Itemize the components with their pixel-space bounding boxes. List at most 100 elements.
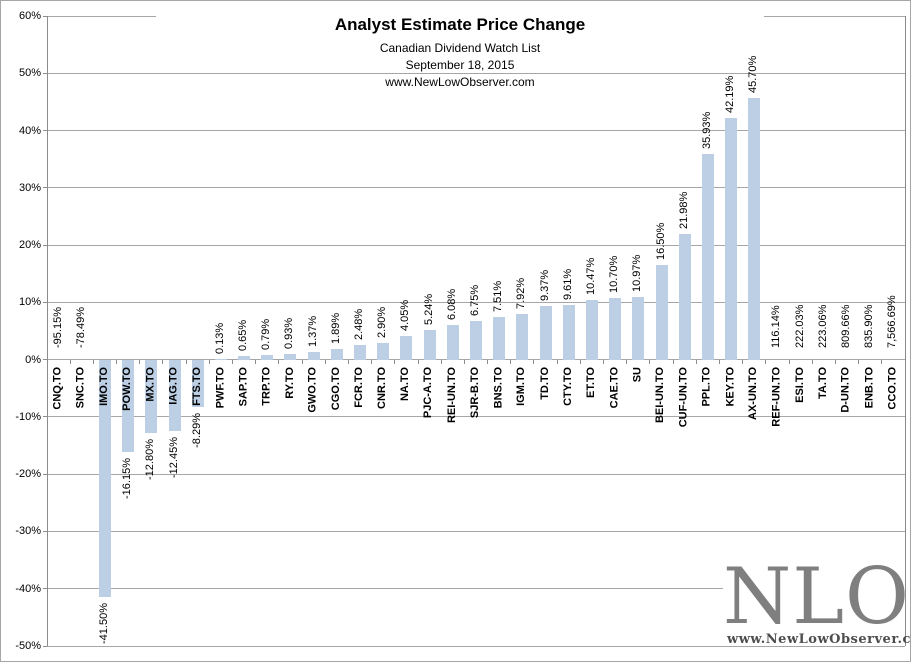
chart-title-block: Analyst Estimate Price Change Canadian D… xyxy=(156,13,764,89)
value-label: 6.08% xyxy=(445,288,458,320)
y-axis-tick xyxy=(43,359,47,361)
value-label: 16.50% xyxy=(654,222,667,261)
bar xyxy=(330,348,343,360)
category-tick xyxy=(742,359,744,364)
value-label: 2.48% xyxy=(353,309,366,341)
value-label: -16.15% xyxy=(121,458,134,500)
logo-website: www.NewLowObserver.com xyxy=(727,632,911,647)
ticker-label: IMO.TO xyxy=(97,366,110,406)
category-tick xyxy=(185,359,187,364)
value-label: 835.90% xyxy=(863,304,876,348)
category-tick xyxy=(371,359,373,364)
value-label: -12.45% xyxy=(167,436,180,478)
y-axis-tick xyxy=(43,530,47,532)
bar xyxy=(748,97,761,360)
ticker-label: TA.TO xyxy=(816,366,829,399)
bar xyxy=(516,314,529,360)
ticker-label: CCO.TO xyxy=(886,366,899,410)
y-axis-tick xyxy=(43,416,47,418)
ticker-label: TRP.TO xyxy=(260,366,273,406)
bar xyxy=(423,329,436,360)
ticker-label: REF-UN.TO xyxy=(770,366,783,427)
value-label: 0.65% xyxy=(237,319,250,351)
ticker-label: KEY.TO xyxy=(724,366,737,407)
bar xyxy=(678,233,691,360)
bar xyxy=(400,336,413,360)
value-label: 7,566.69% xyxy=(886,295,899,348)
category-tick xyxy=(487,359,489,364)
y-axis-label: 10% xyxy=(18,296,41,309)
bar xyxy=(725,118,738,360)
ticker-label: BNS.TO xyxy=(492,366,505,408)
ticker-label: IGM.TO xyxy=(515,366,528,406)
category-tick xyxy=(208,359,210,364)
y-axis-label: -10% xyxy=(15,410,41,423)
y-axis-label: 20% xyxy=(18,239,41,252)
value-label: -78.49% xyxy=(74,306,87,348)
value-label: 6.75% xyxy=(469,284,481,316)
bar xyxy=(145,359,158,433)
category-tick xyxy=(278,359,280,364)
ticker-label: GWO.TO xyxy=(306,366,319,413)
bar xyxy=(307,351,320,360)
bar xyxy=(377,343,390,360)
category-tick xyxy=(440,359,442,364)
bar xyxy=(701,153,714,360)
y-axis-tick xyxy=(43,72,47,74)
value-label: -8.29% xyxy=(190,413,203,448)
category-tick xyxy=(162,359,164,364)
bar xyxy=(354,345,367,360)
y-axis-tick xyxy=(43,15,47,17)
value-label: 809.66% xyxy=(840,304,853,348)
value-label: 10.70% xyxy=(608,256,621,294)
bar xyxy=(98,359,111,598)
value-label: 0.13% xyxy=(213,322,226,354)
ticker-label: PPL.TO xyxy=(700,366,713,407)
ticker-label: CGO.TO xyxy=(329,366,342,410)
gridline xyxy=(47,473,905,475)
ticker-label: BEI-UN.TO xyxy=(654,366,667,423)
value-label: 0.79% xyxy=(260,318,273,351)
ticker-label: POW.TO xyxy=(121,366,134,411)
category-tick xyxy=(649,359,651,364)
ticker-label: CNQ.TO xyxy=(51,366,64,410)
ticker-label: D-UN.TO xyxy=(840,366,853,413)
gridline xyxy=(47,530,905,532)
value-label: 222.03% xyxy=(793,304,806,348)
value-label: 4.05% xyxy=(399,300,412,332)
ticker-label: CAE.TO xyxy=(608,366,621,408)
gridline xyxy=(47,244,905,246)
chart-date: September 18, 2015 xyxy=(405,58,515,72)
category-tick xyxy=(881,359,883,364)
y-axis-tick xyxy=(43,301,47,303)
category-tick xyxy=(858,359,860,364)
gridline xyxy=(47,72,905,74)
ticker-label: CTY.TO xyxy=(561,366,574,406)
chart-subtitle: Canadian Dividend Watch List xyxy=(379,41,541,55)
y-axis-label: 50% xyxy=(18,67,41,80)
y-axis-tick xyxy=(43,187,47,189)
bar xyxy=(168,359,181,431)
ticker-label: ENB.TO xyxy=(863,366,876,408)
y-axis-label: 40% xyxy=(18,124,41,137)
category-tick xyxy=(788,359,790,364)
ticker-label: ET.TO xyxy=(584,366,597,398)
category-tick xyxy=(463,359,465,364)
ticker-label: CUF-UN.TO xyxy=(677,366,690,427)
category-tick xyxy=(116,359,118,364)
ticker-label: ESI.TO xyxy=(793,366,806,403)
value-label: 2.90% xyxy=(376,306,389,339)
y-axis-tick xyxy=(43,244,47,246)
category-tick xyxy=(69,359,71,364)
chart-website: www.NewLowObserver.com xyxy=(385,75,535,89)
bar xyxy=(609,298,622,360)
ticker-label: TD.TO xyxy=(538,366,551,400)
y-axis-label: -20% xyxy=(15,468,41,481)
plot-right-border xyxy=(904,16,906,646)
bar xyxy=(585,299,598,360)
gridline xyxy=(47,359,905,361)
category-tick xyxy=(92,359,94,364)
ticker-label: SNC.TO xyxy=(74,366,87,408)
category-tick xyxy=(533,359,535,364)
category-tick xyxy=(579,359,581,364)
